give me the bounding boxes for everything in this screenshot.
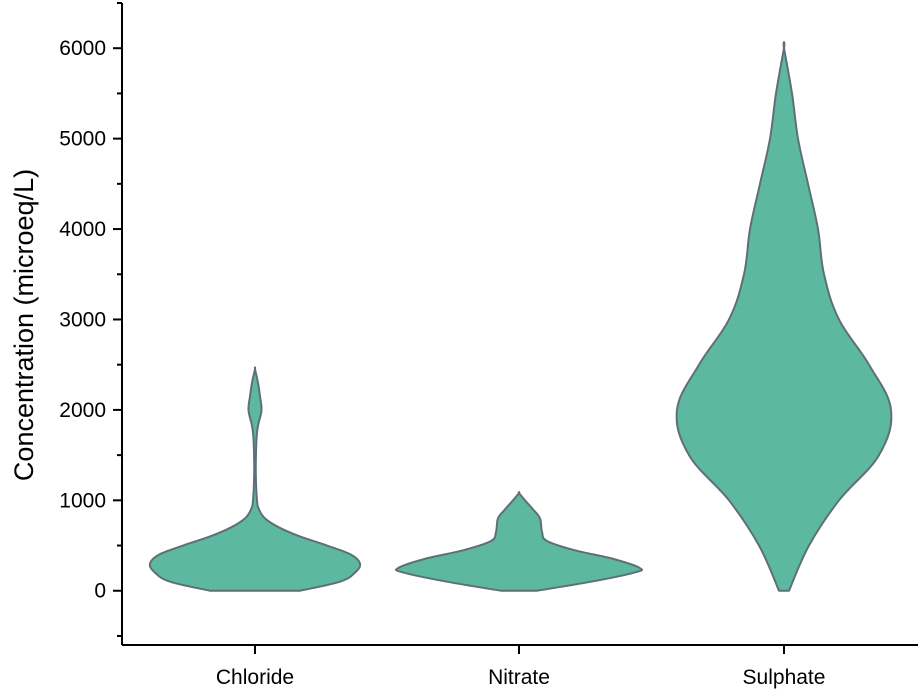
violin-nitrate: [394, 491, 644, 592]
y-tick-label: 1000: [59, 489, 106, 512]
violin-sulphate: [675, 41, 893, 592]
y-axis-title: Concentration (microeq/L): [9, 169, 39, 481]
y-tick-label: 2000: [59, 399, 106, 422]
violin-chloride: [148, 366, 362, 592]
y-ticks-group: 0 1000 2000 3000 4000 5000 6000: [59, 2, 122, 637]
violins-group: [148, 41, 893, 592]
y-tick-label: 4000: [59, 218, 106, 241]
x-tick-label-sulphate: Sulphate: [743, 666, 826, 689]
x-tick-label-chloride: Chloride: [216, 666, 294, 689]
y-tick-label: 0: [94, 580, 106, 603]
x-ticks-group: Chloride Nitrate Sulphate: [216, 645, 826, 689]
y-tick-label: 5000: [59, 128, 106, 151]
y-tick-label: 6000: [59, 37, 106, 60]
x-tick-label-nitrate: Nitrate: [488, 666, 550, 689]
y-tick-label: 3000: [59, 308, 106, 331]
